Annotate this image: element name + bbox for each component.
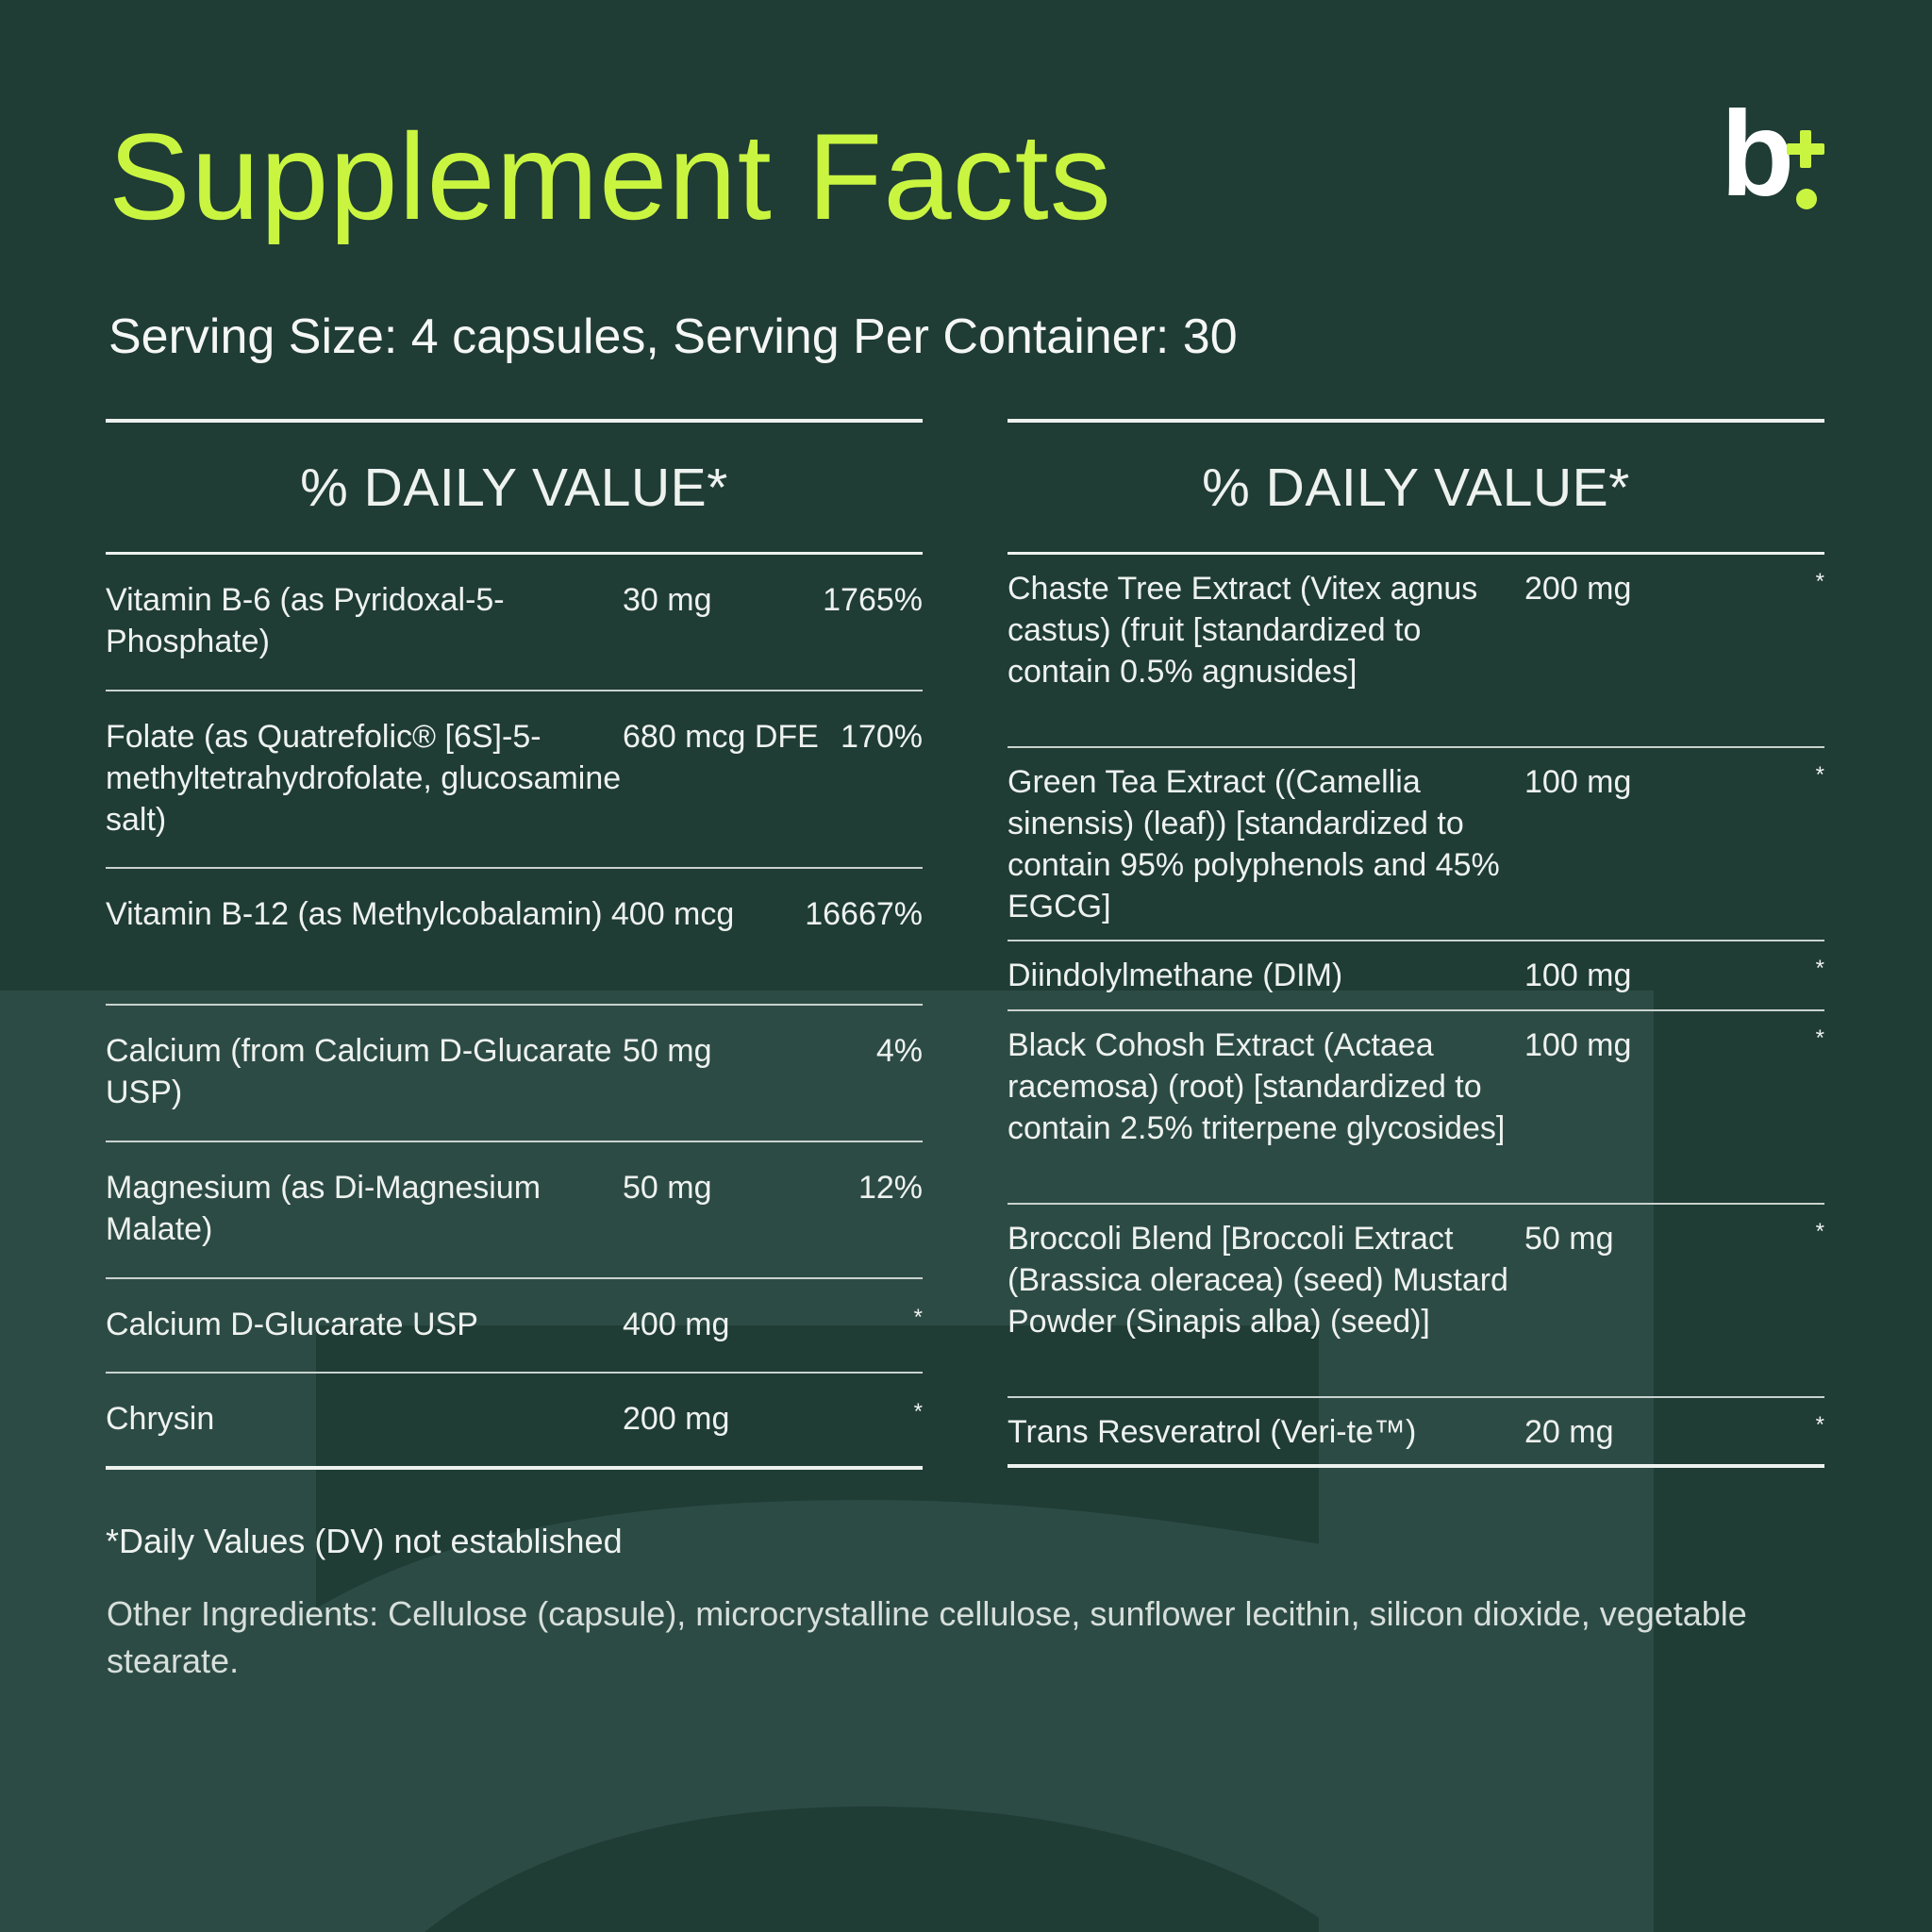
ingredient-amount: 400 mg (623, 1307, 730, 1342)
table-row: Broccoli Blend [Broccoli Extract (Brassi… (1008, 1205, 1824, 1398)
ingredient-name: Trans Resveratrol (Veri-te™) (1008, 1414, 1417, 1450)
ingredient-amount: 30 mg (623, 582, 712, 618)
table-row: Trans Resveratrol (Veri-te™) 20 mg * (1008, 1398, 1824, 1468)
ingredient-amount: 200 mg (1524, 571, 1632, 607)
ingredient-amount: 680 mcg DFE (623, 719, 819, 755)
ingredient-amount: 20 mg (1524, 1414, 1614, 1450)
daily-value: 12% (858, 1170, 923, 1206)
ingredient-name: Diindolylmethane (DIM) (1008, 958, 1343, 993)
ingredient-amount: 100 mg (1524, 958, 1632, 993)
daily-value: * (1815, 1025, 1824, 1051)
ingredient-name: Calcium (from Calcium D-Glucarate USP) (106, 1033, 612, 1110)
daily-value: 4% (875, 1033, 923, 1069)
left-table-rows: Vitamin B-6 (as Pyridoxal-5-Phosphate) 30… (106, 555, 923, 1470)
watermark-shape (0, 991, 1654, 1932)
ingredient-amount: 50 mg (623, 1170, 712, 1206)
daily-value: * (1815, 762, 1824, 788)
dv-footnote: *Daily Values (DV) not established (106, 1522, 623, 1560)
table-row: Vitamin B-6 (as Pyridoxal-5-Phosphate) 30… (106, 555, 923, 691)
ingredient-name: Magnesium (as Di-Magnesium Malate) (106, 1170, 541, 1247)
table-row: Chaste Tree Extract (Vitex agnus castus)… (1008, 555, 1824, 748)
left-table-heading: % DAILY VALUE* (106, 419, 923, 555)
daily-value: * (1815, 956, 1824, 981)
ingredient-name: Folate (as Quatrefolic® [6S]-5-methyltet… (106, 719, 622, 838)
serving-info: Serving Size: 4 capsules, Serving Per Co… (108, 309, 1238, 364)
ingredient-name: Calcium D-Glucarate USP (106, 1307, 478, 1342)
page-title: Supplement Facts (108, 108, 1112, 245)
logo-dot (1796, 189, 1817, 209)
other-ingredients: Other Ingredients: Cellulose (capsule), … (107, 1594, 1747, 1680)
ingredient-amount: 400 mcg (610, 896, 735, 932)
table-row: Calcium D-Glucarate USP 400 mg * (106, 1279, 923, 1374)
daily-value: * (913, 1305, 923, 1330)
brand-logo-icon: b (1721, 94, 1826, 217)
daily-value: * (1815, 569, 1824, 594)
ingredient-amount: 50 mg (1524, 1221, 1614, 1257)
table-row: Calcium (from Calcium D-Glucarate USP) 50… (106, 1006, 923, 1142)
ingredient-amount: 100 mg (1524, 1027, 1632, 1063)
daily-value: 1765% (823, 582, 923, 618)
daily-value: 170% (841, 719, 923, 755)
daily-value: * (1815, 1412, 1824, 1438)
ingredient-name: Green Tea Extract ((Camellia sinensis) (… (1008, 764, 1500, 924)
ingredient-name: Vitamin B-12 (as Methylcobalamin) (106, 896, 603, 932)
right-table-rows: Chaste Tree Extract (Vitex agnus castus)… (1008, 555, 1824, 1468)
right-table-heading: % DAILY VALUE* (1008, 419, 1824, 555)
ingredient-name: Vitamin B-6 (as Pyridoxal-5-Phosphate) (106, 582, 505, 659)
table-row: Folate (as Quatrefolic® [6S]-5-methyltet… (106, 691, 923, 869)
ingredient-name: Broccoli Blend [Broccoli Extract (Brassi… (1008, 1221, 1508, 1340)
table-row: Diindolylmethane (DIM) 100 mg * (1008, 941, 1824, 1011)
left-table: % DAILY VALUE* Vitamin B-6 (as Pyridoxal… (106, 419, 923, 1470)
table-row: Magnesium (as Di-Magnesium Malate) 50 mg 1… (106, 1142, 923, 1279)
logo-plus-horizontal (1787, 143, 1824, 155)
ingredient-name: Chrysin (106, 1401, 215, 1437)
ingredient-amount: 50 mg (623, 1033, 712, 1069)
daily-value: * (1815, 1219, 1824, 1244)
table-row: Vitamin B-12 (as Methylcobalamin) 400 mcg… (106, 869, 923, 1006)
logo-letter-glyph: b (1721, 87, 1795, 222)
ingredient-amount: 200 mg (623, 1401, 730, 1437)
ingredient-amount: 100 mg (1524, 764, 1632, 800)
ingredient-name: Black Cohosh Extract (Actaea racemosa) (… (1008, 1027, 1506, 1146)
daily-value: 16667% (805, 896, 923, 932)
daily-value: * (913, 1399, 923, 1424)
ingredient-name: Chaste Tree Extract (Vitex agnus castus)… (1008, 571, 1478, 690)
table-row: Black Cohosh Extract (Actaea racemosa) (… (1008, 1011, 1824, 1205)
table-row: Chrysin 200 mg * (106, 1374, 923, 1470)
table-row: Green Tea Extract ((Camellia sinensis) (… (1008, 748, 1824, 941)
right-table: % DAILY VALUE* Chaste Tree Extract (Vite… (1008, 419, 1824, 1468)
